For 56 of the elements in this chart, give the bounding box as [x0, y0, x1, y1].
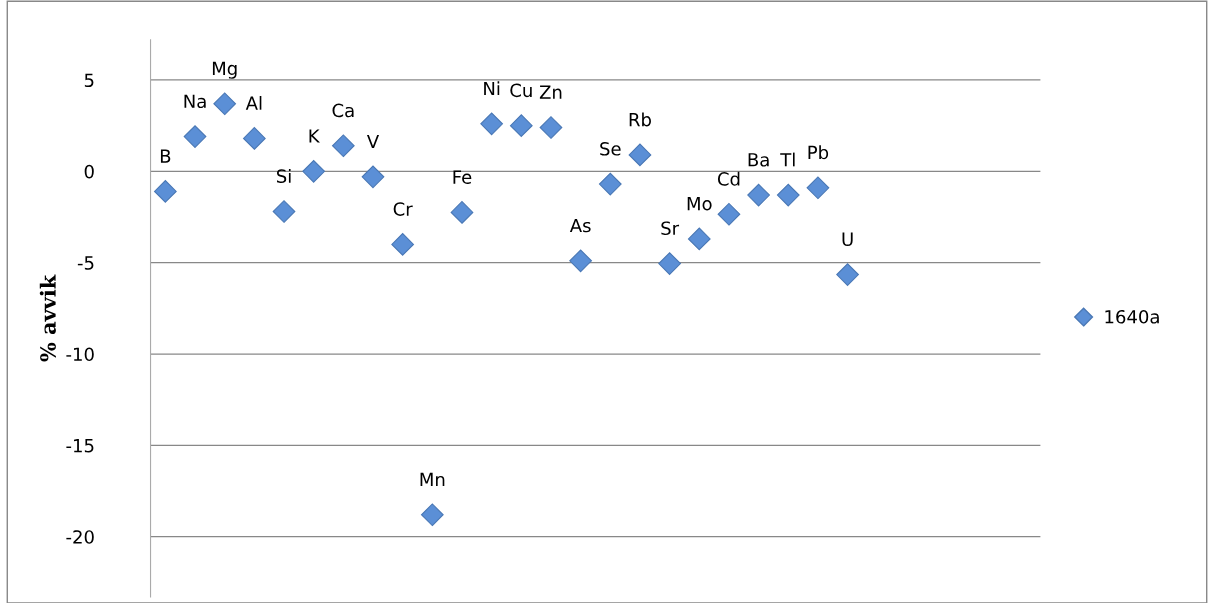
- data-label: Se: [600, 141, 621, 156]
- data-label: Sr: [661, 221, 680, 236]
- point: [569, 249, 592, 273]
- data-label: Mn: [420, 472, 445, 487]
- data-label: Cr: [393, 202, 413, 216]
- data-label: As: [569, 218, 591, 233]
- point: [836, 263, 859, 286]
- data-label: Mg: [212, 61, 237, 79]
- point: [302, 159, 326, 183]
- data-label: Pb: [808, 145, 829, 160]
- point: [450, 201, 474, 224]
- y-tick-label: -5: [77, 256, 94, 270]
- y-tick-label: -15: [66, 439, 94, 453]
- data-label: Cu: [510, 83, 532, 98]
- point: [658, 252, 681, 275]
- point: [747, 183, 770, 207]
- y-tick-label: -10: [66, 347, 94, 362]
- point: [717, 202, 741, 226]
- point: [272, 200, 296, 223]
- point: [539, 116, 563, 139]
- point: [806, 176, 830, 200]
- data-label: K: [309, 129, 320, 143]
- data-label: Na: [184, 94, 206, 109]
- data-label: Rb: [629, 112, 651, 127]
- data-label: Ba: [748, 153, 769, 167]
- point: [242, 127, 266, 150]
- data-label: Al: [245, 95, 262, 110]
- data-label: U: [842, 232, 853, 247]
- y-tick-label: 0: [84, 164, 94, 179]
- point: [183, 125, 207, 148]
- data-label: B: [160, 149, 171, 163]
- y-axis-title: % avvik: [39, 274, 56, 362]
- data-label: Ca: [332, 103, 354, 118]
- point: [687, 227, 711, 251]
- point: [776, 183, 800, 207]
- data-label: Si: [276, 169, 291, 184]
- data-label: Zn: [539, 85, 562, 99]
- point: [331, 134, 355, 158]
- point: [391, 233, 415, 256]
- point: [361, 165, 385, 189]
- y-tick-label: 5: [84, 73, 94, 88]
- point: [213, 92, 237, 116]
- data-label: V: [366, 134, 380, 149]
- point: [480, 112, 504, 136]
- data-label: Mo: [687, 197, 712, 211]
- legend-label: 1640a: [1105, 309, 1159, 324]
- point: [420, 503, 444, 527]
- data-label: Cd: [717, 171, 740, 186]
- data-label: Fe: [453, 170, 472, 184]
- point: [628, 143, 652, 167]
- point: [598, 172, 622, 196]
- y-tick-label: -20: [66, 530, 94, 544]
- data-label: Tl: [780, 152, 795, 167]
- point: [509, 114, 533, 138]
- data-label: Ni: [484, 81, 500, 96]
- point: [154, 180, 177, 203]
